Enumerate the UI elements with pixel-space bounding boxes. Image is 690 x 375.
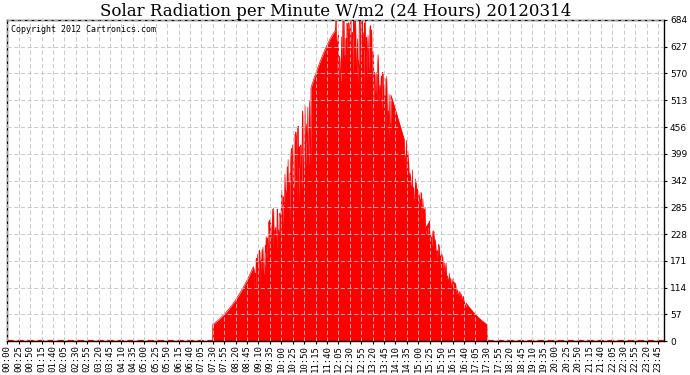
Title: Solar Radiation per Minute W/m2 (24 Hours) 20120314: Solar Radiation per Minute W/m2 (24 Hour… — [100, 3, 571, 20]
Text: Copyright 2012 Cartronics.com: Copyright 2012 Cartronics.com — [10, 25, 155, 34]
